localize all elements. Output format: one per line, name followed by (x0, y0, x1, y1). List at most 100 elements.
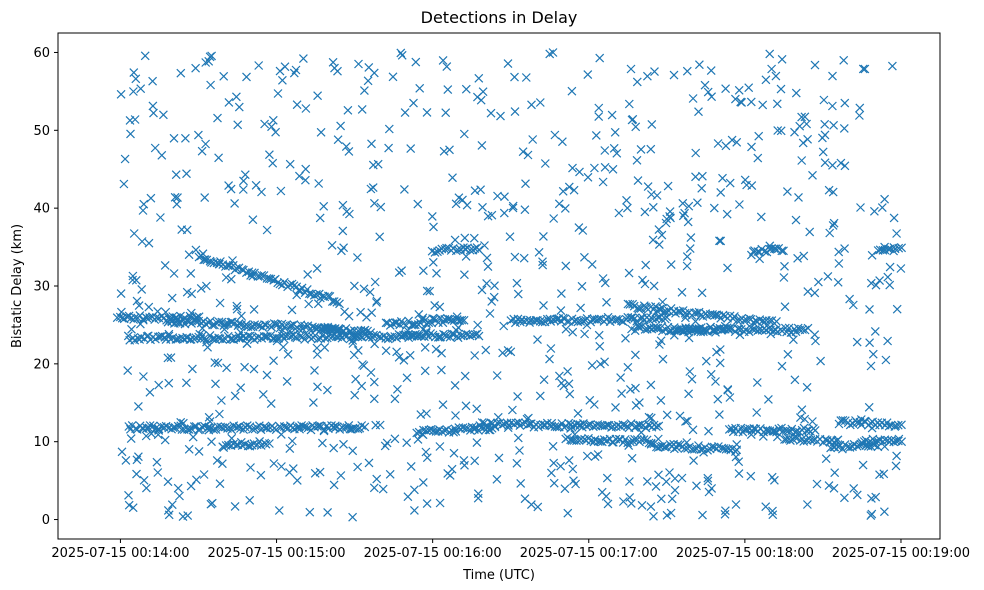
detection-marker (207, 51, 217, 61)
detection-marker (834, 259, 844, 268)
detection-marker (364, 458, 374, 468)
detection-marker (204, 412, 214, 422)
detection-marker (634, 304, 644, 314)
detection-marker (891, 461, 901, 471)
detection-marker (330, 423, 340, 433)
detection-marker (533, 316, 542, 325)
detection-marker (320, 322, 330, 332)
detection-marker (313, 299, 323, 309)
detection-marker (508, 201, 518, 211)
detection-marker (735, 330, 745, 340)
detection-marker (734, 469, 744, 479)
detection-marker (465, 331, 475, 341)
detection-marker (700, 80, 710, 90)
detection-marker (807, 417, 817, 426)
detection-marker (354, 59, 363, 69)
detection-marker (442, 243, 451, 253)
detection-marker (287, 305, 297, 315)
detection-marker (707, 483, 717, 493)
detection-marker (348, 335, 358, 345)
detection-marker (498, 348, 508, 358)
detection-marker (549, 214, 559, 223)
detection-marker (390, 394, 400, 404)
detection-marker (166, 353, 176, 363)
detection-marker (771, 71, 781, 81)
detection-marker (556, 289, 566, 299)
detection-marker (399, 355, 409, 365)
detection-marker (602, 473, 612, 483)
detection-marker (840, 98, 850, 108)
detection-marker (730, 94, 740, 104)
detection-marker (560, 484, 570, 494)
detection-marker (631, 122, 641, 132)
detection-marker (300, 321, 309, 331)
detection-marker (478, 87, 488, 97)
detection-marker (148, 101, 158, 111)
detection-marker (839, 493, 849, 503)
detection-marker (711, 377, 720, 386)
detection-marker (594, 330, 604, 340)
detection-marker (183, 511, 193, 521)
detection-marker (824, 481, 834, 491)
detection-marker (370, 339, 380, 349)
detection-marker (402, 438, 412, 448)
detection-marker (684, 389, 694, 399)
detection-marker (731, 452, 741, 462)
detection-marker (134, 301, 144, 311)
detection-marker (360, 422, 370, 432)
detection-marker (473, 320, 483, 330)
detection-marker (894, 243, 904, 253)
detection-marker (292, 475, 302, 485)
detection-marker (852, 337, 862, 347)
detection-marker (132, 296, 142, 306)
detection-marker (563, 508, 573, 518)
detection-marker (187, 364, 197, 374)
detection-marker (158, 110, 168, 120)
detection-marker (608, 422, 618, 432)
y-axis-label: Bistatic Delay (km) (10, 224, 25, 348)
detection-marker (682, 66, 692, 76)
detection-marker (588, 422, 598, 432)
detection-marker (798, 325, 807, 334)
detection-marker (828, 71, 837, 81)
detection-marker (568, 464, 578, 474)
detection-marker (356, 307, 366, 317)
detection-marker (348, 339, 358, 348)
detection-marker (144, 302, 154, 312)
detection-marker (583, 70, 593, 80)
detection-marker (294, 324, 304, 334)
detection-marker (800, 414, 810, 424)
detection-marker (897, 437, 907, 447)
detection-marker (202, 337, 211, 347)
detection-marker (697, 183, 707, 193)
detection-marker (441, 108, 451, 118)
detection-marker (153, 306, 163, 316)
detection-marker (665, 211, 675, 221)
detection-marker (201, 281, 211, 291)
detection-marker (642, 476, 652, 486)
detection-marker (177, 225, 187, 235)
detection-marker (656, 336, 666, 346)
detection-marker (574, 223, 584, 233)
detection-marker (450, 380, 460, 390)
detection-marker (633, 176, 643, 186)
detection-marker (223, 440, 233, 450)
detection-marker (432, 268, 441, 278)
detection-marker (262, 225, 272, 235)
detection-marker (624, 268, 634, 278)
detection-marker (595, 359, 605, 369)
detection-marker (833, 277, 843, 287)
detection-marker (701, 356, 711, 366)
detection-marker (443, 85, 453, 95)
detection-marker (357, 104, 367, 114)
detection-marker (196, 283, 206, 293)
detection-marker (339, 439, 348, 449)
detection-marker (802, 119, 812, 129)
detection-marker (239, 176, 248, 186)
detection-marker (428, 314, 438, 324)
detection-marker (469, 233, 479, 243)
detection-marker (682, 261, 692, 271)
detection-marker (512, 458, 522, 468)
detection-marker (575, 167, 584, 177)
detection-marker (827, 101, 837, 111)
